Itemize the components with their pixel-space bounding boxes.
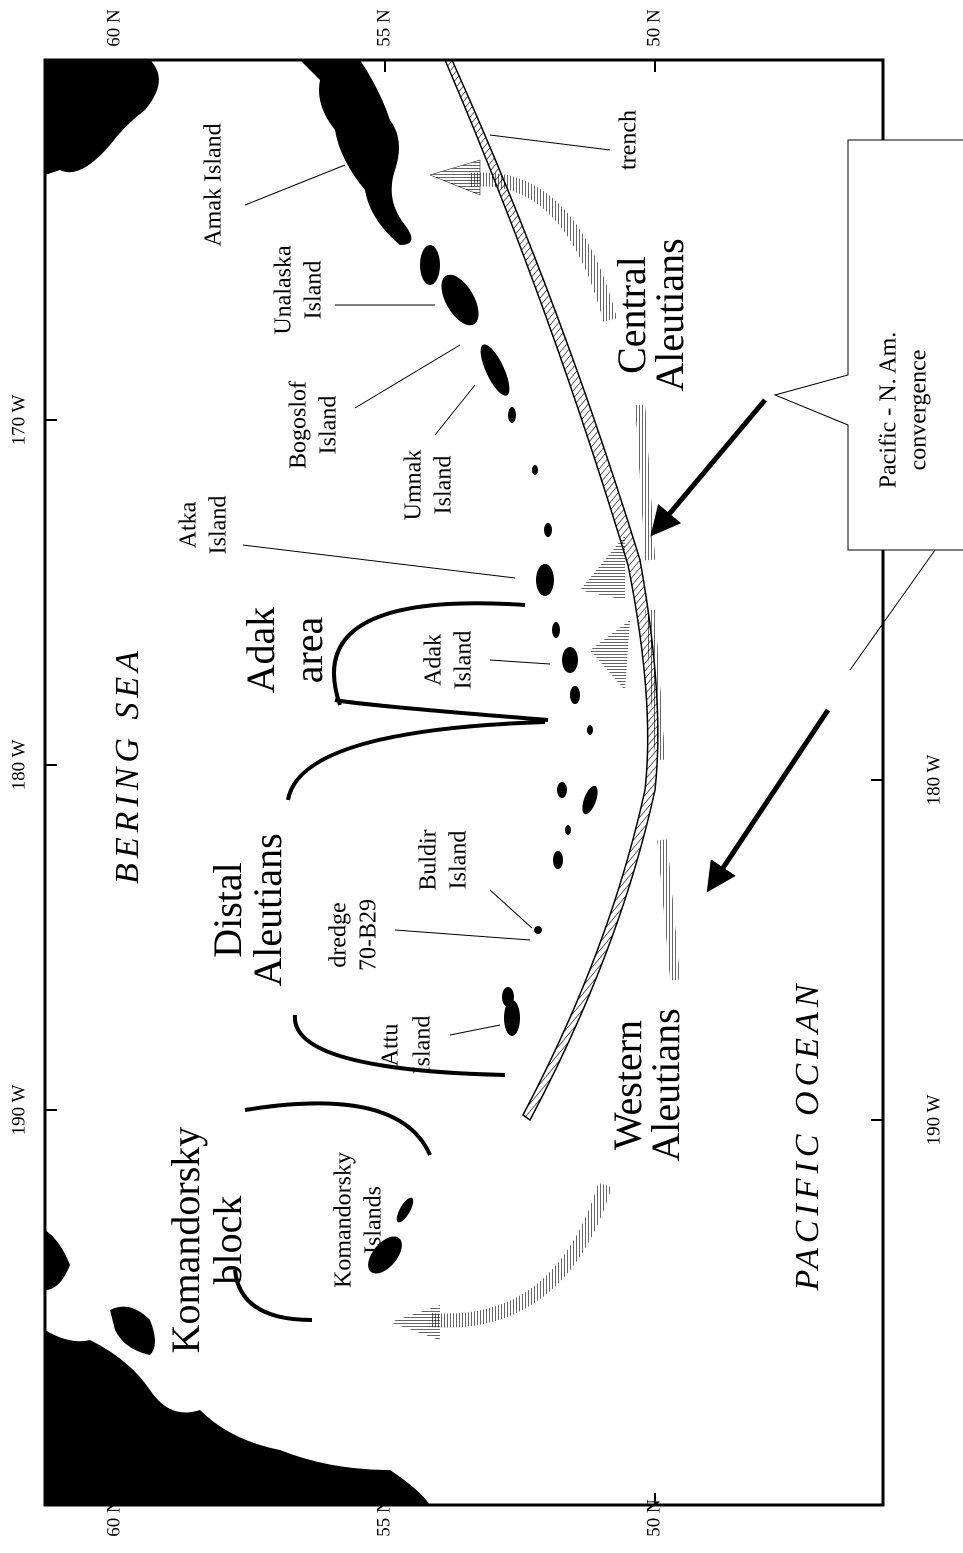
place-label: Buldir xyxy=(416,829,442,890)
map: 60 N 55 N 50 N 60 N 55 N 50 N 170 W 180 W 190 W 1… xyxy=(0,0,963,1548)
axis-label: 50 N xyxy=(643,9,664,47)
place-label: Attu xyxy=(378,1024,404,1067)
place-label: Atka xyxy=(176,501,202,548)
place-label: Island xyxy=(206,496,232,555)
place-label: Pacific - N. Am. xyxy=(876,332,902,489)
place-label: Komandorsky xyxy=(331,1152,357,1288)
place-label: Adak xyxy=(238,607,283,694)
place-label: area xyxy=(286,616,331,683)
place-label: Islands xyxy=(361,1186,387,1254)
place-label: Island xyxy=(451,631,477,690)
place-label: Distal xyxy=(205,862,250,958)
place-label: Aleutians xyxy=(647,238,692,391)
axis-label: 55 N xyxy=(373,1499,394,1537)
place-label: 70-B29 xyxy=(356,899,382,971)
place-label: Umnak xyxy=(401,450,427,521)
place-label: trench xyxy=(616,110,642,170)
axis-label: 170 W xyxy=(8,395,29,446)
place-label: Bogoslof xyxy=(286,381,312,469)
convergence-arrow xyxy=(660,400,828,880)
axis-label: 180 W xyxy=(8,740,29,791)
place-label: Komandorsky xyxy=(163,1127,208,1354)
place-label: Aleutians xyxy=(643,1008,688,1161)
callout xyxy=(775,140,963,550)
place-label: convergence xyxy=(906,350,932,471)
place-label: Adak xyxy=(421,634,447,686)
axis-label: 190 W xyxy=(8,1085,29,1136)
axis-label: 50 N xyxy=(643,1499,664,1537)
callout-tail xyxy=(850,550,935,670)
place-label: dredge xyxy=(326,902,352,967)
place-label: Island xyxy=(301,261,327,320)
axis-label: 190 W xyxy=(923,1095,944,1146)
place-label: Aleutians xyxy=(245,833,290,986)
sea-label: PACIFIC OCEAN xyxy=(789,980,826,1292)
place-label: Island xyxy=(446,831,472,890)
place-label: block xyxy=(205,1196,250,1285)
axis-label: 55 N xyxy=(373,9,394,47)
place-label: Island xyxy=(431,456,457,515)
place-label: Island xyxy=(316,396,342,455)
axis-label: 60 N xyxy=(103,9,124,47)
sea-label: BERING SEA xyxy=(109,646,146,884)
axis-label: 180 W xyxy=(923,755,944,806)
axis-label: 60 N xyxy=(103,1499,124,1537)
place-label: Island xyxy=(410,1016,436,1075)
labels: 60 N 55 N 50 N 60 N 55 N 50 N 170 W 180 W 190 W 1… xyxy=(8,9,944,1537)
place-label: Amak Island xyxy=(201,123,227,246)
place-label: Unalaska xyxy=(271,245,297,335)
